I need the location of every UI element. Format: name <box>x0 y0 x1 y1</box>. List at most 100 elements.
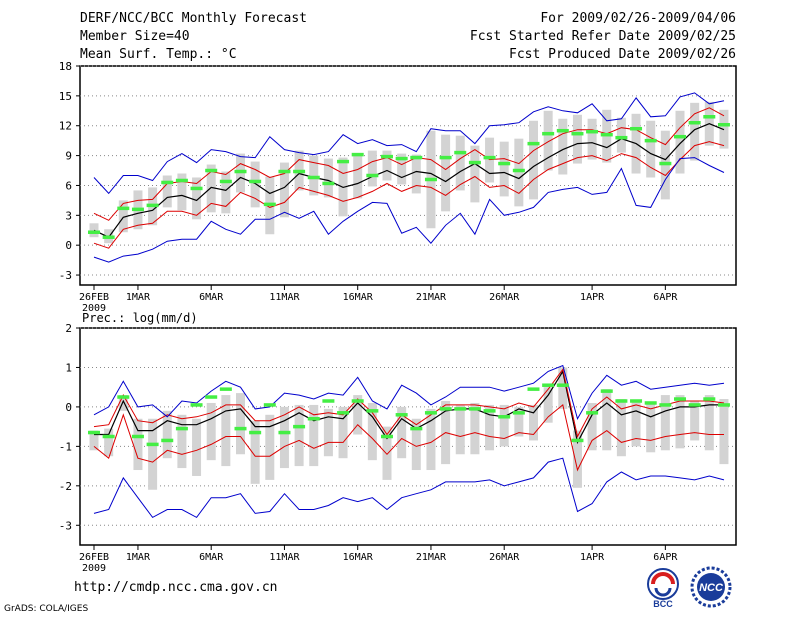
median-marker <box>278 169 291 174</box>
median-marker <box>542 383 555 387</box>
median-marker <box>146 442 159 447</box>
ensemble-box <box>455 404 465 455</box>
median-marker <box>161 180 174 185</box>
median-marker <box>102 235 115 239</box>
x-tick-label: 16MAR <box>343 292 374 303</box>
median-marker <box>586 411 599 415</box>
median-marker <box>249 430 262 435</box>
median-marker <box>498 161 511 166</box>
ensemble-box <box>660 395 670 451</box>
median-marker <box>439 407 452 411</box>
ensemble-box <box>221 171 231 214</box>
y-tick-label: 1 <box>65 361 72 374</box>
ensemble-box <box>338 406 348 459</box>
median-marker <box>117 395 130 399</box>
x-tick-label: 11MAR <box>269 552 300 563</box>
x-tick-label: 6APR <box>653 552 678 563</box>
x-year-label: 2009 <box>82 563 106 574</box>
ensemble-box <box>529 120 538 200</box>
median-marker <box>410 155 423 160</box>
median-marker <box>571 438 584 443</box>
x-year-label: 2009 <box>82 303 106 314</box>
x-tick-label: 6MAR <box>199 292 224 303</box>
ensemble-box <box>411 418 421 471</box>
x-tick-label: 1APR <box>580 552 605 563</box>
median-marker <box>454 150 467 155</box>
ensemble-box <box>89 223 99 238</box>
x-tick-label: 26FEB <box>79 292 109 303</box>
ensemble-box <box>177 173 187 211</box>
x-tick-label: 1MAR <box>126 552 151 563</box>
ensemble-box <box>675 110 685 174</box>
ensemble-box <box>514 406 524 437</box>
median-marker <box>131 434 144 439</box>
median-marker <box>337 411 350 415</box>
median-marker <box>424 177 437 182</box>
median-marker <box>527 387 540 391</box>
median-marker <box>512 168 525 173</box>
ensemble-box <box>602 389 612 451</box>
ensemble-box <box>499 141 509 197</box>
forecast-produced-date: Fcst Produced Date 2009/02/26 <box>509 47 736 62</box>
y-tick-label: 9 <box>65 150 72 163</box>
median-marker <box>175 178 188 183</box>
series-line-mean-std <box>93 141 725 249</box>
ensemble-box <box>543 387 553 423</box>
chart-panel-2: -3 -2 -1 0 1 2 26FEB 1MAR 6MAR 11MAR 16MAR 21MAR 26M… <box>59 311 737 574</box>
median-marker <box>512 411 525 415</box>
ensemble-box <box>162 175 172 208</box>
median-marker <box>688 403 701 407</box>
ensemble-box <box>470 402 480 455</box>
ensemble-box <box>558 118 568 175</box>
y-tick-label: 12 <box>59 120 72 133</box>
median-marker <box>366 173 379 178</box>
x-tick-label: 11MAR <box>269 292 300 303</box>
median-marker <box>483 155 496 160</box>
median-marker <box>102 434 115 439</box>
median-marker <box>674 134 686 139</box>
median-marker <box>307 416 320 421</box>
ensemble-box <box>177 414 187 469</box>
median-marker <box>88 230 100 234</box>
median-marker <box>395 413 408 417</box>
x-tick-label: 1APR <box>580 292 605 303</box>
chart-title: DERF/NCC/BCC Monthly Forecast <box>80 11 307 26</box>
x-tick-label: 21MAR <box>416 292 447 303</box>
median-marker <box>659 403 672 407</box>
ensemble-box <box>485 404 495 451</box>
median-marker <box>688 120 701 125</box>
ensemble-box <box>382 426 392 480</box>
website-url[interactable]: http://cmdp.ncc.cma.gov.cn <box>74 580 278 595</box>
ensemble-box <box>382 150 392 181</box>
ensemble-box <box>470 145 480 203</box>
median-marker <box>630 399 643 403</box>
x-tick-label: 26FEB <box>79 552 109 563</box>
x-tick-label: 6APR <box>653 292 678 303</box>
x-tick-label: 26MAR <box>489 292 520 303</box>
ensemble-box <box>250 420 260 484</box>
median-marker <box>600 389 613 393</box>
median-marker <box>644 138 657 143</box>
median-marker <box>600 132 613 137</box>
median-marker <box>717 122 730 127</box>
bcc-logo-text: BCC <box>653 599 673 609</box>
ensemble-box <box>690 102 700 161</box>
ensemble-box <box>441 134 451 212</box>
ensemble-box <box>704 395 714 451</box>
y-tick-label: 0 <box>65 401 72 414</box>
variable-label: Mean Surf. Temp.: °C <box>80 47 237 62</box>
ensemble-box <box>309 404 319 467</box>
ncc-logo-text: NCC <box>699 582 724 594</box>
x-tick-label: 21MAR <box>416 552 447 563</box>
median-marker <box>117 206 130 211</box>
median-marker <box>468 407 481 411</box>
series-line-minimum <box>93 157 725 263</box>
forecast-period: For 2009/02/26-2009/04/06 <box>540 11 736 26</box>
ensemble-box <box>675 395 685 449</box>
ensemble-box <box>499 404 509 447</box>
ensemble-box <box>236 393 245 455</box>
ensemble-box <box>294 404 304 467</box>
ensemble-box <box>616 399 626 457</box>
median-marker <box>395 156 408 161</box>
ensemble-box <box>587 402 597 451</box>
